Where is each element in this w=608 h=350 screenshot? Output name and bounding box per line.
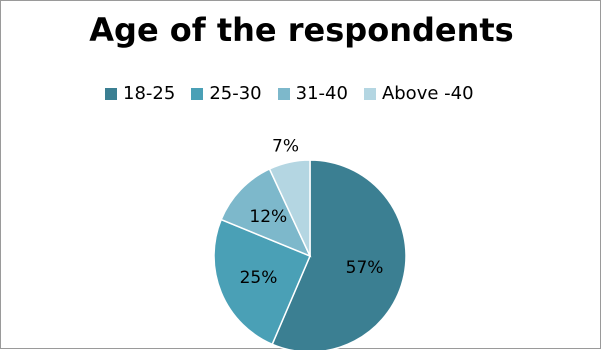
chart-legend: 18-25 25-30 31-40 Above -40 [105,83,474,104]
legend-label-18-25: 18-25 [123,83,176,104]
legend-label-31-40: 31-40 [295,83,348,104]
data-label-31-40: 12% [249,207,287,227]
legend-swatch-above-40 [363,87,376,100]
data-label-25-30: 25% [240,268,278,288]
legend-swatch-31-40 [277,87,290,100]
legend-item-25-30: 25-30 [191,83,262,104]
pie-slice-31-40 [220,167,312,258]
legend-item-18-25: 18-25 [105,83,175,104]
legend-label-above-40: Above -40 [381,83,474,104]
data-label-18-25: 57% [346,258,384,278]
legend-item-above-40: Above -40 [363,83,474,104]
legend-swatch-25-30 [191,87,204,100]
legend-swatch-18-25 [105,87,117,100]
legend-label-25-30: 25-30 [209,83,262,104]
chart-title: Age of the respondents [89,11,514,49]
legend-item-31-40: 31-40 [277,83,348,104]
page-margin [601,0,608,349]
pie-slice-above-40 [268,159,311,257]
data-label-above-40: 7% [272,136,299,156]
pie-slice-25-30 [213,218,311,346]
pie-slice-18-25 [271,159,407,350]
